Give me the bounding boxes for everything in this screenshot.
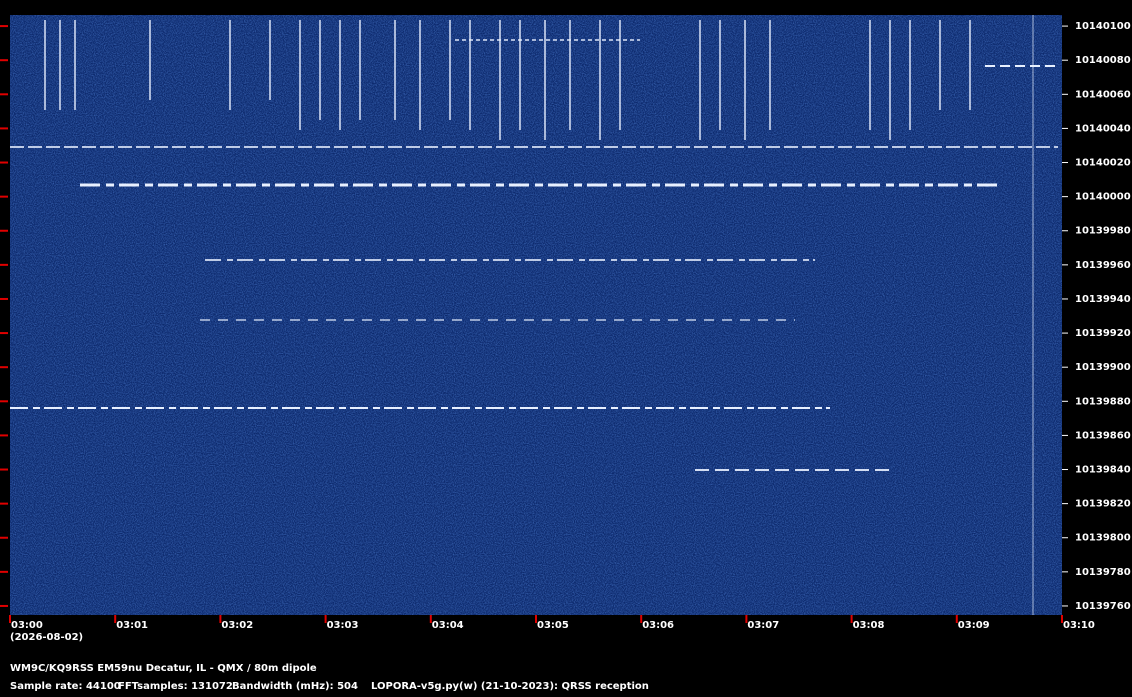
x-tick-label: 03:08: [853, 620, 885, 631]
x-tick-label: 03:06: [642, 620, 674, 631]
x-tick-label: 03:07: [747, 620, 779, 631]
x-tick-label: 03:00: [11, 620, 43, 631]
bandwidth: Bandwidth (mHz): 504: [232, 681, 358, 692]
y-tick-label: 10139800: [1075, 533, 1131, 544]
y-tick-label: 10139760: [1075, 601, 1131, 612]
y-tick-label: 10139880: [1075, 396, 1131, 407]
sample-rate: Sample rate: 44100: [10, 681, 121, 692]
y-tick-label: 10139860: [1075, 430, 1131, 441]
date-label: (2026-08-02): [10, 632, 83, 643]
y-tick-label: 10139960: [1075, 260, 1131, 271]
software: LOPORA-v5g.py(w) (21-10-2023): QRSS rece…: [371, 681, 649, 692]
x-tick-label: 03:10: [1063, 620, 1095, 631]
fft-samples: FFTsamples: 131072: [118, 681, 233, 692]
x-tick-label: 03:03: [327, 620, 359, 631]
y-tick-label: 10140040: [1075, 123, 1131, 134]
waterfall-noise: [10, 15, 1062, 615]
y-tick-label: 10140100: [1075, 21, 1131, 32]
y-tick-label: 10140060: [1075, 89, 1131, 100]
y-tick-label: 10140080: [1075, 55, 1131, 66]
y-tick-label: 10140020: [1075, 158, 1131, 169]
y-tick-label: 10139900: [1075, 362, 1131, 373]
x-tick-label: 03:05: [537, 620, 569, 631]
y-tick-label: 10139940: [1075, 294, 1131, 305]
y-tick-label: 10139780: [1075, 567, 1131, 578]
station-label: WM9C/KQ9RSS EM59nu Decatur, IL - QMX / 8…: [10, 663, 317, 674]
x-tick-label: 03:09: [958, 620, 990, 631]
x-tick-label: 03:04: [432, 620, 464, 631]
x-tick-label: 03:02: [221, 620, 253, 631]
y-tick-label: 10139820: [1075, 499, 1131, 510]
y-tick-label: 10140000: [1075, 192, 1131, 203]
y-tick-label: 10139920: [1075, 328, 1131, 339]
x-tick-label: 03:01: [116, 620, 148, 631]
y-tick-label: 10139980: [1075, 226, 1131, 237]
y-tick-label: 10139840: [1075, 465, 1131, 476]
signal-traces: [10, 15, 1058, 615]
